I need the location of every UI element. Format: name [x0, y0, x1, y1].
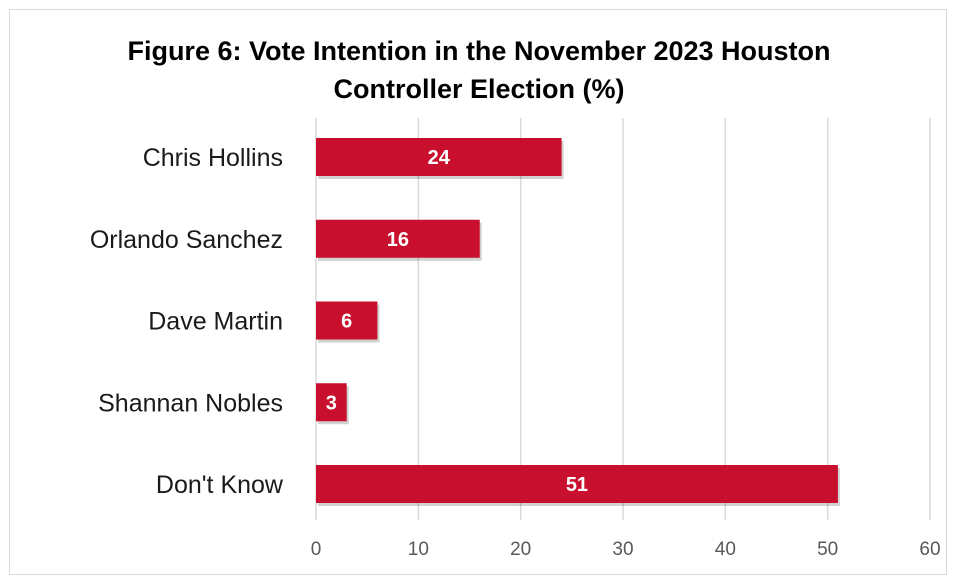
bar-chris-hollins [316, 138, 562, 176]
data-label-don-t-know: 51 [566, 474, 588, 496]
bar-orlando-sanchez [316, 219, 480, 258]
category-label-don-t-know: Don't Know [156, 471, 284, 499]
x-tick-label-10: 10 [408, 539, 429, 560]
category-label-orlando-sanchez: Orlando Sanchez [90, 226, 283, 254]
category-label-dave-martin: Dave Martin [148, 308, 283, 336]
data-label-shannan-nobles: 3 [326, 392, 337, 414]
bar-shannan-nobles [316, 383, 347, 422]
x-tick-label-20: 20 [510, 539, 531, 560]
gridlines [315, 118, 931, 520]
bar-don-t-know [316, 465, 838, 503]
x-tick-label-50: 50 [817, 539, 838, 560]
category-label-shannan-nobles: Shannan Nobles [98, 389, 283, 417]
chart-title-line-1: Figure 6: Vote Intention in the November… [127, 36, 831, 66]
bars [316, 138, 840, 506]
chart-title-line-2: Controller Election (%) [333, 74, 625, 104]
data-label-dave-martin: 6 [341, 311, 352, 333]
data-label-orlando-sanchez: 16 [387, 229, 409, 251]
x-tick-label-30: 30 [612, 539, 633, 560]
category-label-chris-hollins: Chris Hollins [143, 144, 283, 172]
bar-dave-martin [316, 301, 378, 340]
x-tick-label-0: 0 [311, 539, 322, 560]
chart-title: Figure 6: Vote Intention in the November… [0, 32, 958, 108]
data-label-chris-hollins: 24 [428, 147, 451, 169]
x-tick-label-40: 40 [715, 539, 736, 560]
x-tick-label-60: 60 [919, 539, 940, 560]
labels: 0 10 20 30 40 50 60 Chris Hollins 24 Orlando Sanc… [90, 144, 941, 560]
